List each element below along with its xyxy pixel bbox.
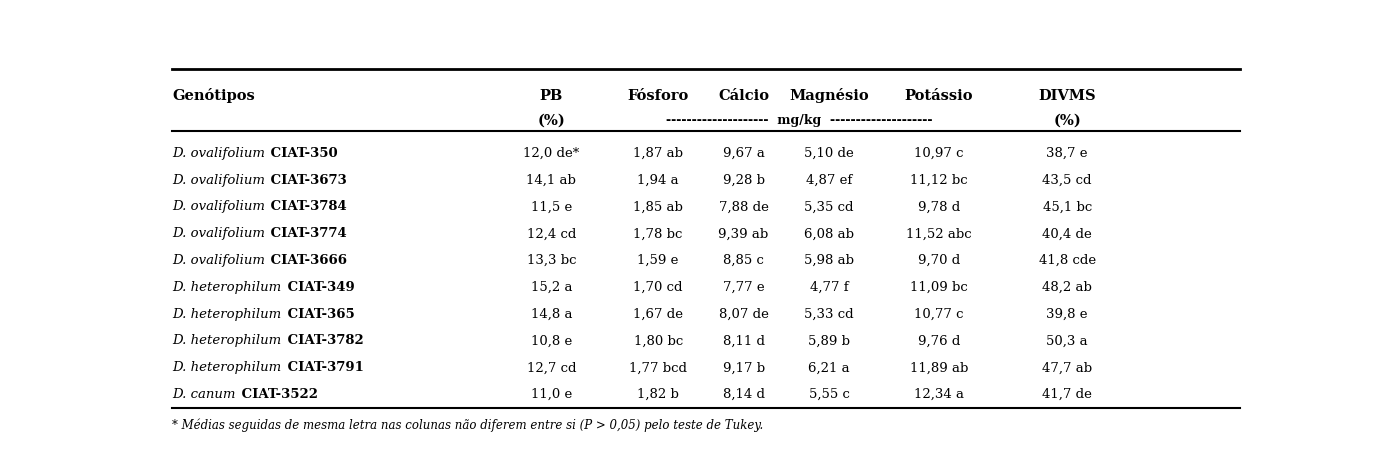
Text: 10,8 e: 10,8 e	[531, 334, 572, 348]
Text: Magnésio: Magnésio	[790, 88, 870, 103]
Text: D. heterophilum: D. heterophilum	[172, 361, 281, 374]
Text: CIAT-3774: CIAT-3774	[266, 227, 347, 240]
Text: 4,77 f: 4,77 f	[810, 281, 849, 294]
Text: 11,89 ab: 11,89 ab	[909, 361, 969, 374]
Text: 48,2 ab: 48,2 ab	[1042, 281, 1093, 294]
Text: 1,78 bc: 1,78 bc	[634, 227, 683, 240]
Text: CIAT-3791: CIAT-3791	[282, 361, 364, 374]
Text: 8,14 d: 8,14 d	[722, 388, 765, 401]
Text: 10,77 c: 10,77 c	[914, 308, 963, 321]
Text: 1,67 de: 1,67 de	[633, 308, 683, 321]
Text: 5,10 de: 5,10 de	[805, 147, 854, 160]
Text: 7,77 e: 7,77 e	[723, 281, 765, 294]
Text: 11,12 bc: 11,12 bc	[911, 174, 967, 187]
Text: 1,70 cd: 1,70 cd	[634, 281, 683, 294]
Text: D. ovalifolium: D. ovalifolium	[172, 147, 265, 160]
Text: 11,5 e: 11,5 e	[531, 201, 572, 213]
Text: 9,78 d: 9,78 d	[918, 201, 960, 213]
Text: 39,8 e: 39,8 e	[1046, 308, 1089, 321]
Text: 11,0 e: 11,0 e	[531, 388, 572, 401]
Text: D. heterophilum: D. heterophilum	[172, 334, 281, 348]
Text: 38,7 e: 38,7 e	[1046, 147, 1089, 160]
Text: 12,7 cd: 12,7 cd	[526, 361, 576, 374]
Text: CIAT-350: CIAT-350	[266, 147, 338, 160]
Text: PB: PB	[540, 88, 564, 103]
Text: D. heterophilum: D. heterophilum	[172, 308, 281, 321]
Text: 14,1 ab: 14,1 ab	[526, 174, 576, 187]
Text: D. ovalifolium: D. ovalifolium	[172, 254, 265, 267]
Text: 5,89 b: 5,89 b	[808, 334, 850, 348]
Text: CIAT-3673: CIAT-3673	[266, 174, 347, 187]
Text: 4,87 ef: 4,87 ef	[806, 174, 852, 187]
Text: 41,8 cde: 41,8 cde	[1039, 254, 1096, 267]
Text: 12,34 a: 12,34 a	[914, 388, 965, 401]
Text: 5,35 cd: 5,35 cd	[805, 201, 854, 213]
Text: 5,33 cd: 5,33 cd	[805, 308, 854, 321]
Text: D. canum: D. canum	[172, 388, 236, 401]
Text: 11,09 bc: 11,09 bc	[909, 281, 967, 294]
Text: 1,59 e: 1,59 e	[638, 254, 679, 267]
Text: 1,87 ab: 1,87 ab	[633, 147, 683, 160]
Text: 1,82 b: 1,82 b	[637, 388, 679, 401]
Text: D. ovalifolium: D. ovalifolium	[172, 227, 265, 240]
Text: 9,17 b: 9,17 b	[722, 361, 765, 374]
Text: (%): (%)	[1053, 113, 1082, 127]
Text: D. ovalifolium: D. ovalifolium	[172, 201, 265, 213]
Text: 9,39 ab: 9,39 ab	[718, 227, 769, 240]
Text: 40,4 de: 40,4 de	[1042, 227, 1093, 240]
Text: 9,28 b: 9,28 b	[722, 174, 765, 187]
Text: 1,80 bc: 1,80 bc	[634, 334, 682, 348]
Text: DIVMS: DIVMS	[1039, 88, 1096, 103]
Text: CIAT-3666: CIAT-3666	[266, 254, 347, 267]
Text: 13,3 bc: 13,3 bc	[526, 254, 576, 267]
Text: 5,98 ab: 5,98 ab	[803, 254, 854, 267]
Text: 5,55 c: 5,55 c	[809, 388, 849, 401]
Text: 1,85 ab: 1,85 ab	[634, 201, 683, 213]
Text: 11,52 abc: 11,52 abc	[907, 227, 971, 240]
Text: D. ovalifolium: D. ovalifolium	[172, 174, 265, 187]
Text: D. heterophilum: D. heterophilum	[172, 281, 281, 294]
Text: 50,3 a: 50,3 a	[1046, 334, 1089, 348]
Text: * Médias seguidas de mesma letra nas colunas não diferem entre si (P > 0,05) pel: * Médias seguidas de mesma letra nas col…	[172, 419, 763, 432]
Text: 8,07 de: 8,07 de	[719, 308, 769, 321]
Text: 12,0 de*: 12,0 de*	[524, 147, 580, 160]
Text: CIAT-3784: CIAT-3784	[266, 201, 347, 213]
Text: 8,11 d: 8,11 d	[722, 334, 765, 348]
Text: 7,88 de: 7,88 de	[719, 201, 769, 213]
Text: Genótipos: Genótipos	[172, 88, 255, 103]
Text: 14,8 a: 14,8 a	[531, 308, 572, 321]
Text: Fósforo: Fósforo	[627, 88, 689, 103]
Text: 12,4 cd: 12,4 cd	[526, 227, 576, 240]
Text: 10,97 c: 10,97 c	[914, 147, 963, 160]
Text: 8,85 c: 8,85 c	[723, 254, 763, 267]
Text: Potássio: Potássio	[905, 88, 973, 103]
Text: 9,67 a: 9,67 a	[722, 147, 765, 160]
Text: CIAT-365: CIAT-365	[282, 308, 354, 321]
Text: 6,21 a: 6,21 a	[809, 361, 850, 374]
Text: 41,7 de: 41,7 de	[1042, 388, 1093, 401]
Text: 9,70 d: 9,70 d	[918, 254, 960, 267]
Text: CIAT-349: CIAT-349	[282, 281, 354, 294]
Text: 1,77 bcd: 1,77 bcd	[630, 361, 688, 374]
Text: 43,5 cd: 43,5 cd	[1042, 174, 1091, 187]
Text: 45,1 bc: 45,1 bc	[1043, 201, 1091, 213]
Text: CIAT-3782: CIAT-3782	[282, 334, 364, 348]
Text: 47,7 ab: 47,7 ab	[1042, 361, 1093, 374]
Text: CIAT-3522: CIAT-3522	[237, 388, 318, 401]
Text: --------------------  mg/kg  --------------------: -------------------- mg/kg -------------…	[666, 114, 933, 127]
Text: 15,2 a: 15,2 a	[531, 281, 572, 294]
Text: Cálcio: Cálcio	[718, 88, 769, 103]
Text: (%): (%)	[537, 113, 565, 127]
Text: 1,94 a: 1,94 a	[638, 174, 679, 187]
Text: 9,76 d: 9,76 d	[918, 334, 960, 348]
Text: 6,08 ab: 6,08 ab	[803, 227, 854, 240]
